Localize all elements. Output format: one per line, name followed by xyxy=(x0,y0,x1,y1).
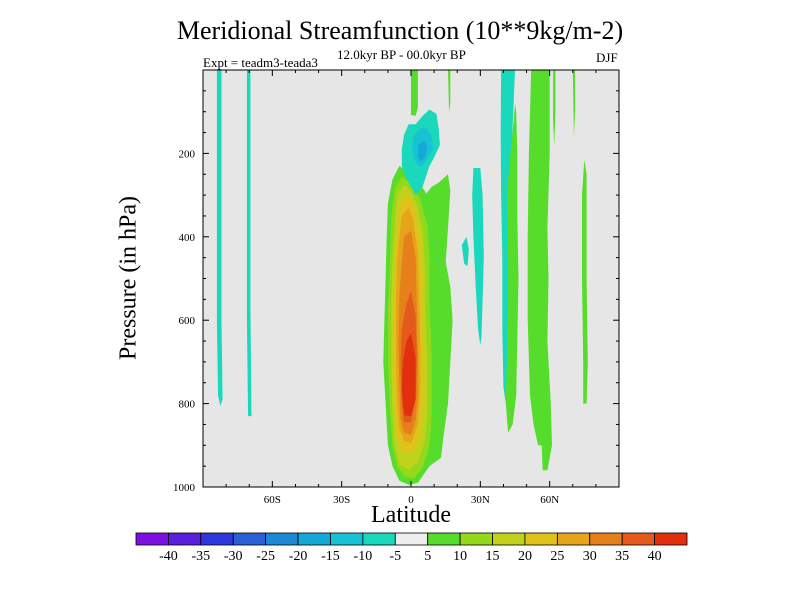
colorbar-swatch xyxy=(135,532,169,546)
y-tick-label: 600 xyxy=(179,315,196,327)
colorbar-label: 25 xyxy=(550,549,564,564)
contour-band-tropics-north-3 xyxy=(448,70,451,112)
x-tick-label: 30N xyxy=(471,494,490,506)
colorbar-label: -35 xyxy=(191,549,210,564)
colorbar-swatch xyxy=(492,532,526,546)
colorbar-label: 40 xyxy=(648,549,662,564)
colorbar-swatch xyxy=(200,532,234,546)
x-tick-label: 0 xyxy=(408,494,414,506)
colorbar-swatch xyxy=(459,532,493,546)
colorbar-swatch xyxy=(524,532,558,546)
contour-band-tropics-north-2 xyxy=(424,174,453,467)
contour-band-north-green-5 xyxy=(582,159,588,404)
experiment-label: Expt = teadm3-teada3 xyxy=(203,55,318,70)
x-tick-label: 60S xyxy=(264,494,281,506)
y-tick-label: 800 xyxy=(179,399,196,411)
colorbar-swatch xyxy=(168,532,202,546)
colorbar-label: -20 xyxy=(289,549,308,564)
colorbar-label: 30 xyxy=(583,549,597,564)
chart-subtitle: 12.0kyr BP - 00.0kyr BP xyxy=(337,47,466,62)
contour-band-north-green-2 xyxy=(527,70,552,471)
colorbar: -40 -35 -30 -25 -20 -15 -10 -5 5 10 15 20 25 30 35 40 xyxy=(135,532,688,564)
contour-band-tropics-north-1 xyxy=(411,70,418,116)
y-tick-label: 1000 xyxy=(173,482,196,494)
x-axis-label: Latitude xyxy=(371,502,451,528)
chart-title: Meridional Streamfunction (10**9kg/m-2) xyxy=(176,16,624,45)
colorbar-swatch xyxy=(362,532,396,546)
colorbar-swatch xyxy=(621,532,655,546)
y-tick-label: 400 xyxy=(179,232,196,244)
colorbar-swatch xyxy=(265,532,299,546)
colorbar-label: -15 xyxy=(321,549,340,564)
contour-band-sh-polar-1 xyxy=(216,70,223,406)
colorbar-label: 5 xyxy=(424,549,431,564)
contour-band-north-green-3 xyxy=(553,70,556,146)
contour-band-north-green-4 xyxy=(572,70,576,137)
colorbar-label: 20 xyxy=(518,549,532,564)
colorbar-swatch xyxy=(232,532,267,546)
colorbar-label: -25 xyxy=(256,549,275,564)
axes: 60S 30S 0 30N 60N 200 400 600 800 1000 xyxy=(173,69,620,506)
colorbar-swatch xyxy=(394,532,429,546)
colorbar-swatch xyxy=(589,532,623,546)
colorbar-label: -30 xyxy=(224,549,243,564)
contour-band-sh-polar-2 xyxy=(246,70,252,417)
contour-band-north-cyan-1 xyxy=(472,168,484,346)
colorbar-swatch xyxy=(330,532,364,546)
colorbar-label: -10 xyxy=(354,549,373,564)
colorbar-label: 15 xyxy=(486,549,500,564)
colorbar-swatch xyxy=(654,532,688,546)
contour-negative-cell-15 xyxy=(417,140,428,162)
colorbar-label: -40 xyxy=(159,549,178,564)
colorbar-swatch xyxy=(297,532,331,546)
y-tick-label: 200 xyxy=(179,148,196,160)
x-tick-label: 30S xyxy=(333,494,350,506)
colorbar-swatch xyxy=(556,532,591,546)
colorbar-label: 35 xyxy=(615,549,629,564)
contour-positive-cell-40 xyxy=(401,332,416,417)
x-tick-label: 60N xyxy=(540,494,559,506)
colorbar-label: -5 xyxy=(389,549,401,564)
contour-band-north-green-1 xyxy=(505,103,519,433)
plot-area xyxy=(203,70,619,487)
colorbar-swatch xyxy=(427,532,461,546)
colorbar-label: 10 xyxy=(453,549,467,564)
season-label: DJF xyxy=(596,50,618,65)
contour-band-north-cyan-2 xyxy=(461,236,469,266)
